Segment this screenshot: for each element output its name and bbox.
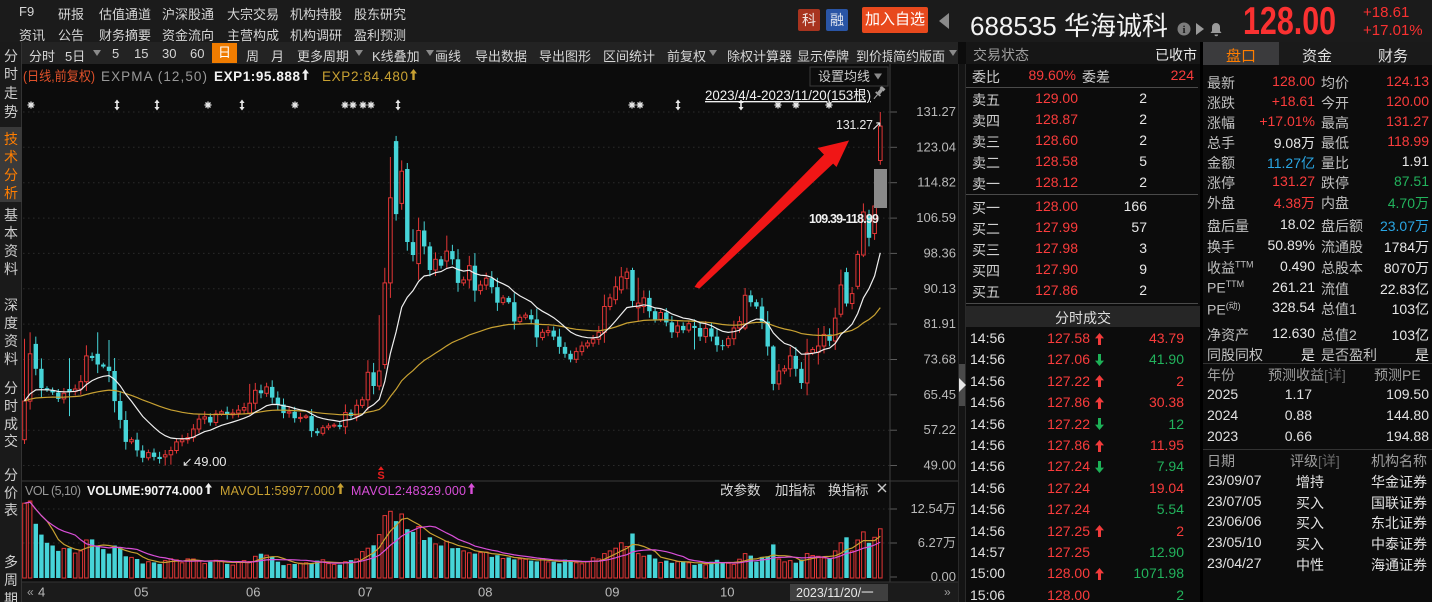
svg-text:设置均线: 设置均线 [818, 69, 870, 84]
svg-text:2023/11/20/一: 2023/11/20/一 [796, 586, 874, 600]
svg-text:0.00: 0.00 [931, 569, 956, 584]
svg-text:09: 09 [605, 585, 619, 600]
svg-text:109.39-118.99: 109.39-118.99 [809, 212, 879, 226]
svg-text:12.54万: 12.54万 [910, 501, 956, 516]
svg-text:07: 07 [358, 585, 372, 600]
svg-text:81.91: 81.91 [923, 316, 956, 331]
svg-text:S: S [377, 470, 384, 482]
svg-text:6.27万: 6.27万 [918, 535, 956, 550]
svg-text:EXP2:84.480: EXP2:84.480 [322, 69, 408, 84]
svg-text:加指标: 加指标 [775, 483, 816, 498]
svg-text:08: 08 [478, 585, 492, 600]
svg-text:10: 10 [720, 585, 734, 600]
svg-text:»: » [944, 585, 951, 599]
svg-text:MAVOL2:48329.000: MAVOL2:48329.000 [351, 484, 466, 498]
svg-text:↙: ↙ [182, 455, 192, 469]
svg-text:i: i [1182, 24, 1185, 36]
svg-text:↗: ↗ [871, 118, 882, 133]
svg-text:73.68: 73.68 [923, 352, 956, 367]
svg-text:05: 05 [134, 585, 148, 600]
svg-text:90.13: 90.13 [923, 281, 956, 296]
svg-text:49.00: 49.00 [923, 458, 956, 473]
svg-text:4: 4 [38, 585, 45, 600]
svg-text:06: 06 [246, 585, 260, 600]
svg-text:(日线,前复权): (日线,前复权) [23, 68, 95, 84]
svg-text:MAVOL1:59977.000: MAVOL1:59977.000 [220, 484, 335, 498]
svg-text:65.45: 65.45 [923, 387, 956, 402]
svg-text:EXP1:95.888: EXP1:95.888 [214, 69, 300, 84]
svg-text:114.82: 114.82 [917, 175, 956, 190]
svg-text:98.36: 98.36 [923, 245, 956, 260]
svg-text:VOL (5,10): VOL (5,10) [25, 484, 81, 498]
svg-text:«: « [27, 585, 34, 599]
svg-text:57.22: 57.22 [923, 422, 956, 437]
svg-text:106.59: 106.59 [916, 210, 956, 225]
svg-text:VOLUME:90774.000: VOLUME:90774.000 [87, 484, 203, 498]
svg-text:2023/4/4-2023/11/20(153根): 2023/4/4-2023/11/20(153根) [705, 88, 871, 103]
svg-text:改参数: 改参数 [720, 482, 761, 498]
svg-text:EXPMA (12,50): EXPMA (12,50) [101, 69, 207, 84]
svg-text:131.27: 131.27 [836, 118, 873, 132]
svg-text:换指标: 换指标 [828, 483, 869, 498]
svg-text:49.00: 49.00 [194, 454, 227, 469]
svg-text:123.04: 123.04 [916, 139, 956, 154]
svg-text:131.27: 131.27 [916, 104, 956, 119]
